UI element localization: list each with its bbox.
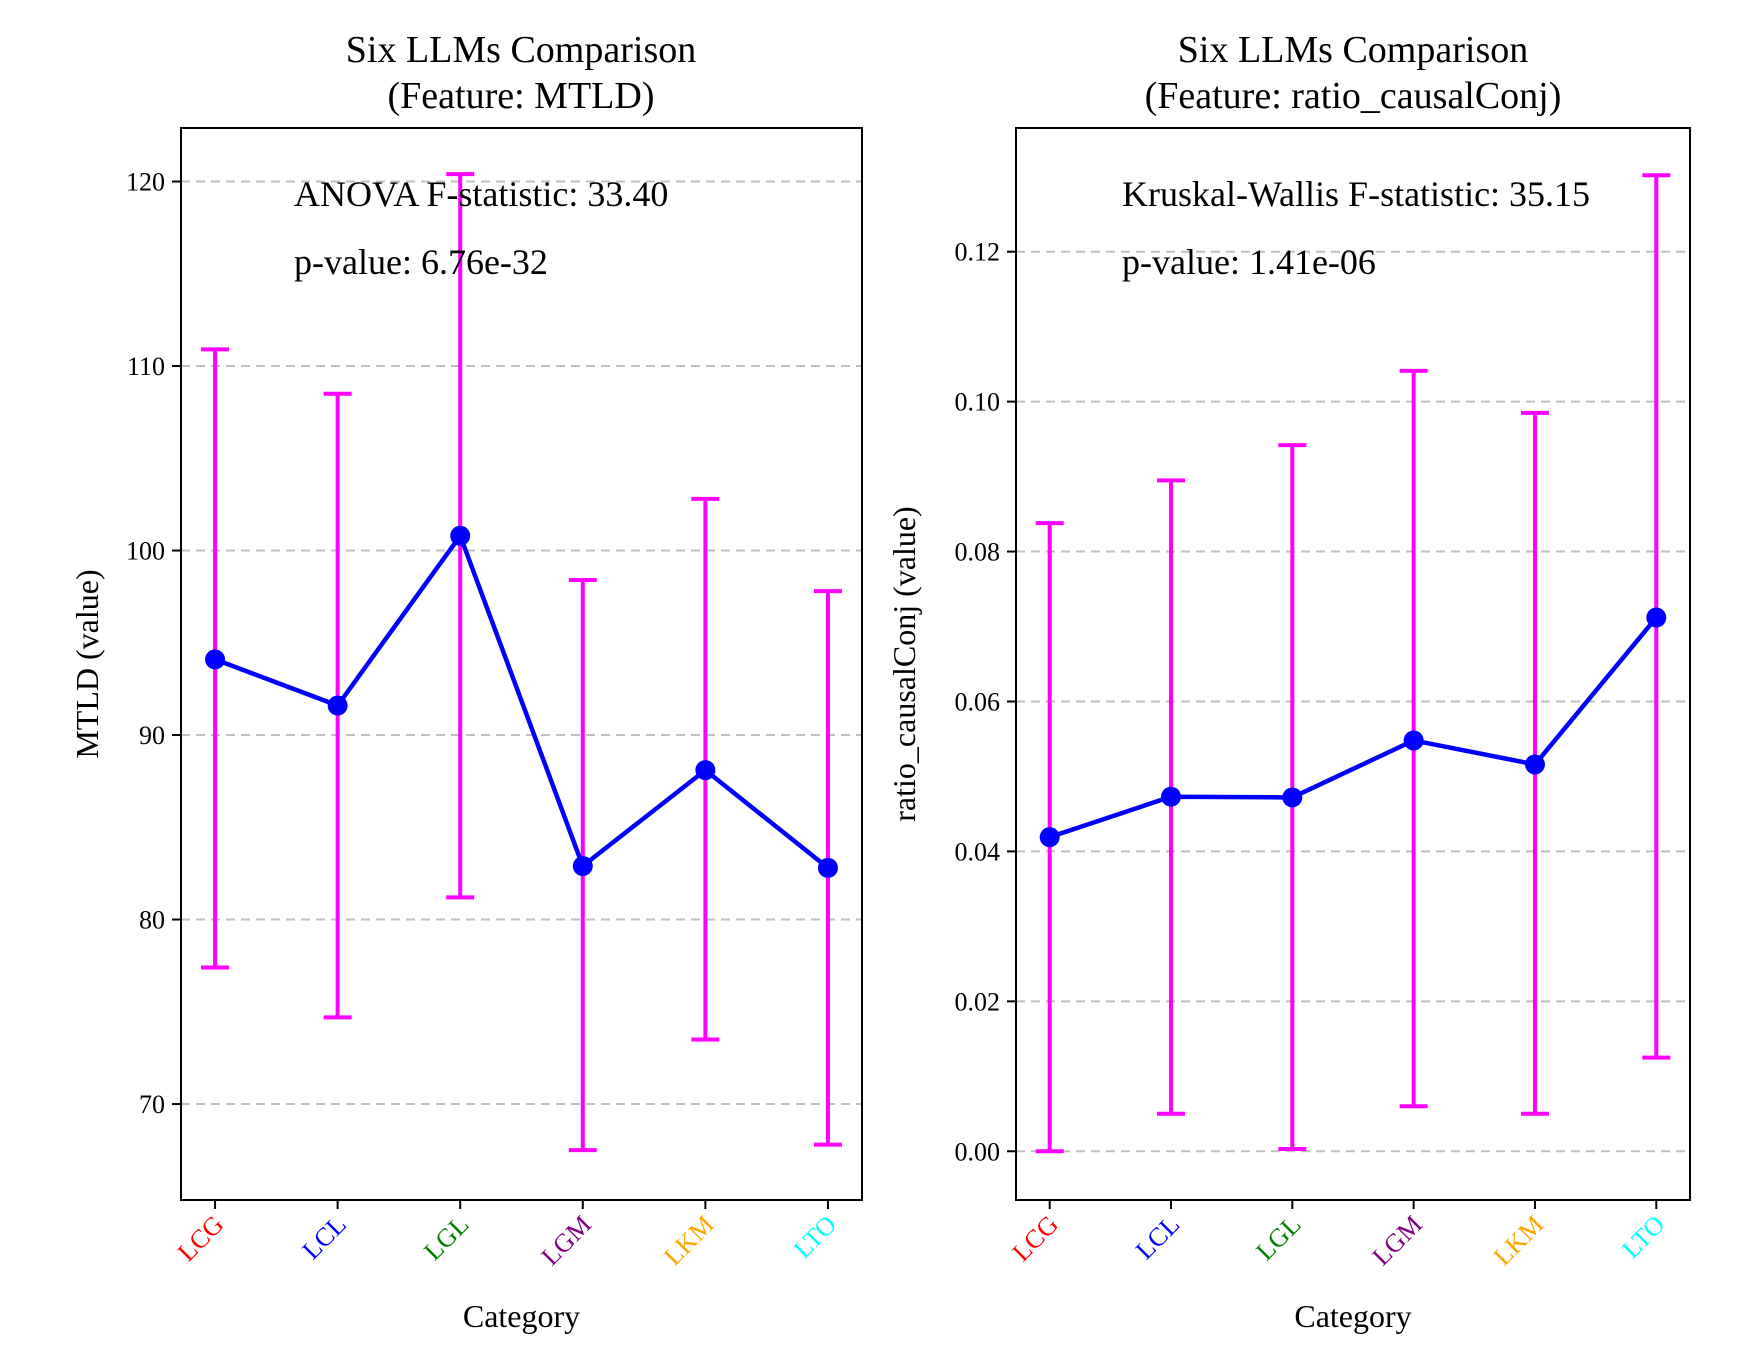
x-tick-label-lcl: LCL (297, 1210, 352, 1265)
chart-title-line1: Six LLMs Comparison (346, 29, 696, 71)
data-point-lcg (205, 649, 226, 670)
data-point-lcl (1161, 786, 1182, 807)
y-tick-label: 0.08 (955, 538, 1001, 567)
y-tick-label: 0.12 (955, 238, 1001, 267)
data-point-lcl (327, 695, 348, 716)
data-point-lgm (572, 856, 593, 877)
y-tick-label: 0.04 (955, 837, 1001, 866)
y-tick-label: 120 (126, 168, 165, 197)
y-tick-label: 0.10 (955, 388, 1001, 417)
y-tick-label: 100 (126, 537, 165, 566)
x-tick-label-lto: LTO (788, 1210, 842, 1264)
x-tick-label-lcg: LCG (1007, 1210, 1064, 1267)
x-tick-label-lgm: LGM (1367, 1210, 1428, 1271)
y-tick-label: 110 (127, 352, 165, 381)
x-axis-label: Category (463, 1298, 580, 1334)
y-axis-label: MTLD (value) (69, 569, 105, 758)
annotation-statistic: Kruskal-Wallis F-statistic: 35.15 (1122, 174, 1590, 214)
data-point-lkm (695, 760, 716, 781)
y-axis-label: ratio_causalConj (value) (886, 506, 922, 821)
data-point-lcg (1039, 827, 1060, 848)
data-point-lto (817, 857, 838, 878)
annotation-statistic: ANOVA F-statistic: 33.40 (294, 174, 668, 214)
panel-mtld: 70 80 90 100 110 120 LCG LCL LGL LGM LKM LTO ANOVA F… (69, 29, 863, 1334)
x-tick-label-lgm: LGM (536, 1210, 597, 1271)
data-point-lgl (1282, 787, 1303, 808)
chart-title-line2: (Feature: MTLD) (388, 75, 655, 117)
y-tick-label: 90 (139, 721, 165, 750)
x-tick-label-lcg: LCG (172, 1210, 229, 1267)
y-tick-label: 0.02 (955, 987, 1001, 1016)
x-tick-label-lto: LTO (1616, 1210, 1670, 1264)
x-tick-label-lkm: LKM (658, 1210, 719, 1271)
axes-frame (180, 127, 863, 1201)
data-point-lgm (1403, 730, 1424, 751)
x-tick-label-lcl: LCL (1130, 1210, 1185, 1265)
x-tick-label-lgl: LGL (418, 1210, 474, 1266)
annotation-p-value: p-value: 1.41e-06 (1122, 242, 1376, 282)
y-tick-label: 0.00 (955, 1137, 1001, 1166)
x-axis-label: Category (1294, 1298, 1411, 1334)
y-tick-label: 0.06 (955, 687, 1001, 716)
chart-title-line2: (Feature: ratio_causalConj) (1145, 75, 1562, 117)
panel-ratio-causalconj: 0.00 0.02 0.04 0.06 0.08 0.10 0.12 LCG LCL LGL LGM… (886, 29, 1691, 1334)
x-tick-label-lkm: LKM (1488, 1210, 1549, 1271)
x-tick-label-lgl: LGL (1250, 1210, 1306, 1266)
data-point-lkm (1524, 754, 1545, 775)
series-line (214, 533, 830, 870)
annotation-p-value: p-value: 6.76e-32 (294, 242, 548, 282)
y-tick-label: 80 (139, 906, 165, 935)
axes-frame (1015, 127, 1691, 1201)
y-tick-label: 70 (139, 1090, 165, 1119)
data-point-lto (1646, 607, 1667, 628)
chart-title-line1: Six LLMs Comparison (1178, 29, 1528, 71)
series-line (1048, 616, 1659, 840)
data-point-lgl (450, 525, 471, 546)
